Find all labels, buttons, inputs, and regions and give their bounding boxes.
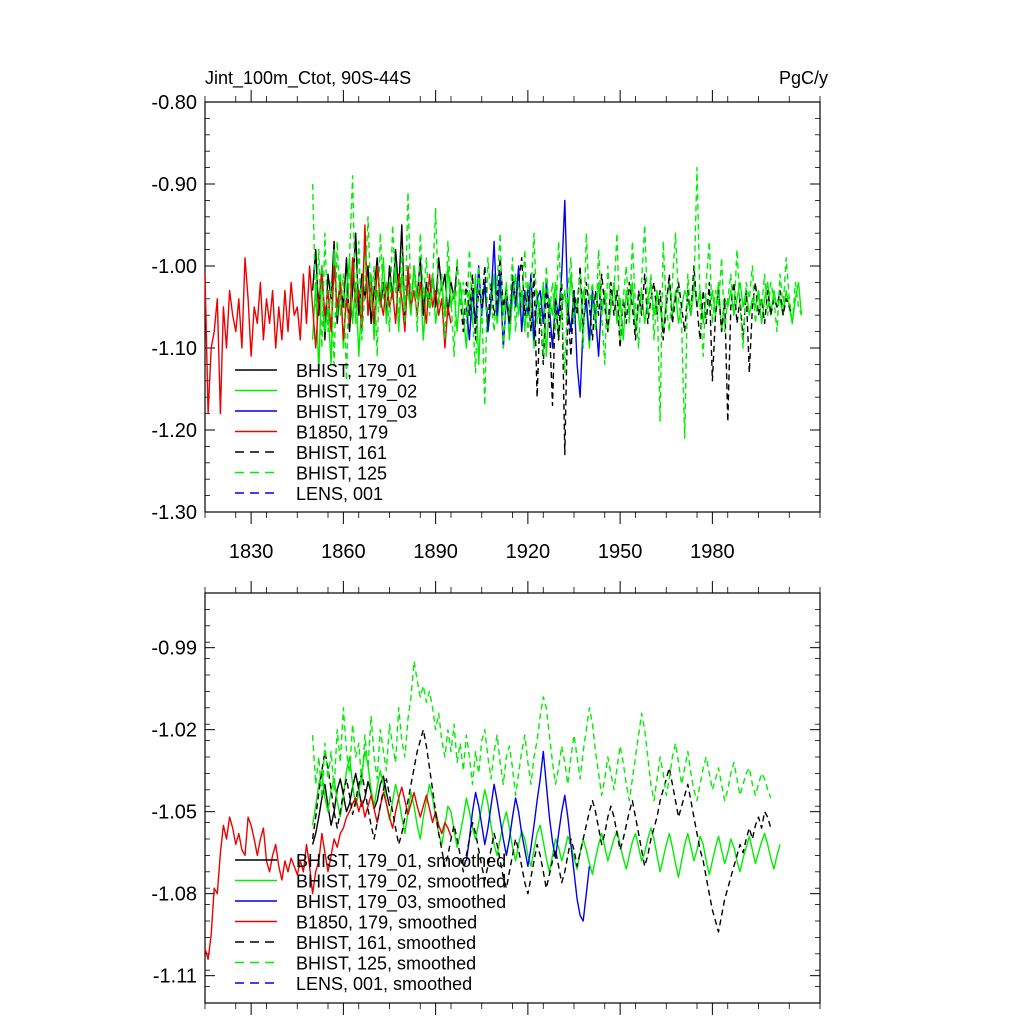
top-chart-series <box>204 166 803 456</box>
bottom-legend-label: B1850, 179, smoothed <box>296 913 477 933</box>
top-y-tick-label: -1.10 <box>151 338 197 360</box>
bottom-legend-label: BHIST, 161, smoothed <box>296 933 476 953</box>
top-x-tick-label: 1980 <box>690 541 735 563</box>
top-y-tick-label: -1.20 <box>151 420 197 442</box>
bottom-legend-label: BHIST, 179_02, smoothed <box>296 872 506 893</box>
bottom-chart-series <box>204 660 781 960</box>
bottom-series-bhist-161-smoothed <box>311 729 772 933</box>
top-chart-units: PgC/y <box>779 68 828 88</box>
bottom-y-tick-label: -1.05 <box>151 802 197 824</box>
top-chart-title: Jint_100m_Ctot, 90S-44S <box>205 68 411 89</box>
top-y-tick-label: -1.00 <box>151 256 197 278</box>
top-legend-label: BHIST, 125 <box>296 464 387 484</box>
top-x-tick-label: 1860 <box>321 541 366 563</box>
bottom-y-tick-label: -1.11 <box>153 966 197 988</box>
top-y-tick-label: -0.80 <box>151 92 197 114</box>
top-legend-label: BHIST, 179_01 <box>296 361 417 382</box>
bottom-legend-label: BHIST, 125, smoothed <box>296 954 476 974</box>
bottom-series-b1850-179-smoothed <box>204 786 452 960</box>
top-y-tick-label: -1.30 <box>151 502 197 524</box>
bottom-y-tick-label: -0.99 <box>151 638 197 660</box>
top-legend-label: B1850, 179 <box>296 423 388 443</box>
bottom-series-bhist-179-03-smoothed <box>465 750 591 922</box>
top-legend-label: BHIST, 179_02 <box>296 382 417 403</box>
bottom-y-tick-label: -1.02 <box>151 720 197 742</box>
top-legend-label: LENS, 001 <box>296 484 383 504</box>
bottom-series-bhist-179-02-smoothed <box>311 750 781 878</box>
top-chart-axes: -0.80 -0.90 -1.00 -1.10 -1.20 -1.30 1830 1860 18… <box>151 90 821 563</box>
top-legend-label: BHIST, 179_03 <box>296 402 417 423</box>
bottom-y-tick-label: -1.08 <box>151 884 197 906</box>
bottom-legend-label: LENS, 001, smoothed <box>296 974 472 994</box>
top-x-tick-label: 1890 <box>413 541 458 563</box>
top-legend-label: BHIST, 161 <box>296 443 387 463</box>
bottom-series-bhist-125-smoothed <box>311 660 772 802</box>
bottom-chart-axes: -0.99 -1.02 -1.05 -1.08 -1.11 <box>151 581 821 1015</box>
top-chart-panel: Jint_100m_Ctot, 90S-44S PgC/y -0.80 -0.90… <box>151 68 828 563</box>
top-x-tick-label: 1830 <box>229 541 274 563</box>
bottom-legend-label: BHIST, 179_01, smoothed <box>296 851 506 872</box>
bottom-chart-panel: -0.99 -1.02 -1.05 -1.08 -1.11 BHIST, 179_01,… <box>151 581 821 1015</box>
top-x-tick-label: 1920 <box>506 541 551 563</box>
top-series-bhist-179-03 <box>465 199 603 398</box>
top-x-tick-label: 1950 <box>598 541 643 563</box>
bottom-legend-label: BHIST, 179_03, smoothed <box>296 892 506 913</box>
top-series-bhist-161 <box>459 257 793 456</box>
top-series-bhist-125 <box>311 166 803 439</box>
top-y-tick-label: -0.90 <box>151 174 197 196</box>
bottom-series-bhist-179-01-smoothed <box>311 772 391 845</box>
